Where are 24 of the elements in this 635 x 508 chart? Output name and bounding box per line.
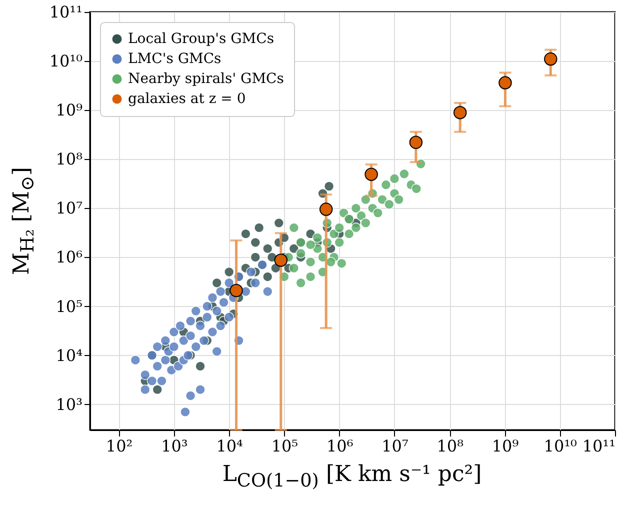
legend-label: galaxies at z = 0	[128, 91, 246, 107]
x-tick-label: 10¹⁰	[544, 436, 577, 456]
y-tick-label: 10¹⁰	[49, 52, 82, 71]
y-tick-label: 10⁹	[56, 100, 84, 120]
x-tick-label: 10⁶	[326, 436, 354, 456]
y-tick-label: 10⁴	[56, 346, 82, 365]
x-tick-label: 10⁵	[271, 436, 298, 456]
y-tick-label: 10⁶	[56, 248, 82, 267]
legend-label: LMC's GMCs	[128, 51, 222, 67]
x-tick-label: 10²	[106, 436, 133, 456]
x-tick-label: 10³	[161, 436, 188, 456]
y-tick-label: 10³	[56, 394, 82, 414]
x-axis-title: L$_{CO(1−0)}$ [K km s⁻¹ pc²]	[222, 462, 482, 492]
legend-label: Local Group's GMCs	[128, 31, 274, 47]
x-tick-label: 10¹¹	[582, 436, 616, 456]
x-tick-label: 10⁷	[382, 436, 408, 456]
y-tick-label: 10¹¹	[49, 2, 82, 22]
x-tick-label: 10⁸	[436, 436, 464, 456]
y-tick-label: 10⁵	[56, 296, 82, 316]
y-tick-label: 10⁸	[56, 150, 82, 169]
y-tick-label: 10⁷	[56, 198, 82, 218]
x-tick-label: 10⁹	[492, 436, 520, 456]
legend-label: Nearby spirals' GMCs	[128, 71, 284, 87]
x-tick-label: 10⁴	[216, 436, 243, 456]
